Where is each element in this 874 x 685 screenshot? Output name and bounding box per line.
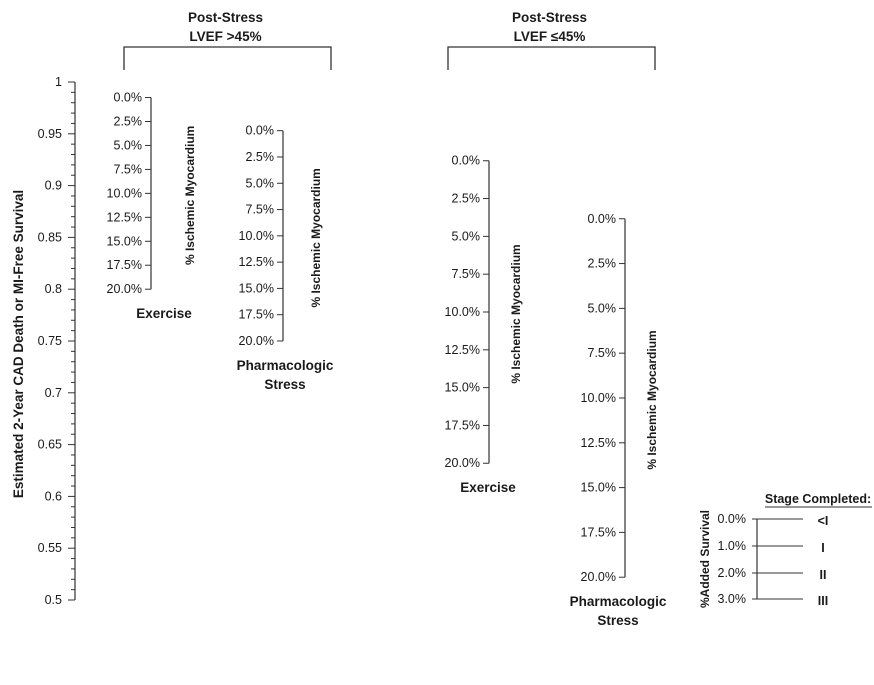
stage-name-label: II [820, 568, 827, 582]
ischemia-tick-label: 20.0% [445, 456, 480, 470]
survival-tick-label: 1 [55, 75, 62, 89]
survival-tick-label: 0.9 [45, 179, 62, 193]
scale-name-line2: Stress [264, 377, 305, 392]
ischemia-tick-label: 15.0% [581, 481, 616, 495]
ischemia-tick-label: 10.0% [239, 229, 274, 243]
survival-axis-title: Estimated 2-Year CAD Death or MI-Free Su… [11, 190, 26, 498]
ischemia-tick-label: 0.0% [114, 91, 143, 105]
ischemia-tick-label: 10.0% [445, 305, 480, 319]
ischemia-tick-label: 7.5% [588, 346, 617, 360]
ischemia-tick-label: 17.5% [107, 258, 142, 272]
scale-name: Exercise [136, 306, 192, 321]
group-title-line1: Post-Stress [512, 10, 587, 25]
scale-name: Pharmacologic [237, 358, 334, 373]
ischemia-tick-label: 12.5% [445, 343, 480, 357]
ischemia-tick-label: 2.5% [588, 257, 617, 271]
scale-name: Exercise [460, 480, 516, 495]
group-title-line2: LVEF >45% [189, 29, 261, 44]
ischemia-tick-label: 5.0% [588, 301, 617, 315]
ischemia-tick-label: 10.0% [581, 391, 616, 405]
ischemia-tick-label: 0.0% [452, 154, 481, 168]
ischemia-tick-label: 5.0% [114, 138, 143, 152]
ischemia-axis-title: % Ischemic Myocardium [183, 126, 197, 265]
ischemia-tick-label: 20.0% [107, 282, 142, 296]
survival-tick-label: 0.65 [38, 438, 62, 452]
group-title-line2: LVEF ≤45% [514, 29, 586, 44]
ischemia-tick-label: 12.5% [239, 255, 274, 269]
ischemia-tick-label: 17.5% [239, 308, 274, 322]
ischemia-tick-label: 5.0% [452, 229, 481, 243]
ischemia-tick-label: 15.0% [445, 381, 480, 395]
survival-tick-label: 0.8 [45, 282, 62, 296]
ischemia-tick-label: 12.5% [581, 436, 616, 450]
ischemia-tick-label: 7.5% [114, 162, 143, 176]
ischemia-axis-title: % Ischemic Myocardium [645, 330, 659, 469]
ischemia-axis-title: % Ischemic Myocardium [309, 168, 323, 307]
ischemia-tick-label: 7.5% [452, 267, 481, 281]
ischemia-tick-label: 2.5% [114, 114, 143, 128]
ischemia-tick-label: 10.0% [107, 186, 142, 200]
stage-value-label: 3.0% [718, 592, 747, 606]
survival-tick-label: 0.85 [38, 230, 62, 244]
group-bracket [447, 46, 656, 70]
ischemia-axis-title: % Ischemic Myocardium [509, 244, 523, 383]
stage-name-label: <I [818, 514, 829, 528]
stage-value-label: 0.0% [718, 512, 747, 526]
survival-tick-label: 0.7 [45, 386, 62, 400]
scale-name-line2: Stress [597, 613, 638, 628]
group-bracket [123, 46, 332, 70]
ischemia-tick-label: 20.0% [581, 570, 616, 584]
ischemia-tick-label: 15.0% [239, 281, 274, 295]
stage-name-label: I [821, 541, 824, 555]
ischemia-tick-label: 20.0% [239, 334, 274, 348]
ischemia-tick-label: 17.5% [445, 418, 480, 432]
ischemia-tick-label: 2.5% [452, 192, 481, 206]
ischemia-tick-label: 15.0% [107, 234, 142, 248]
ischemia-tick-label: 12.5% [107, 210, 142, 224]
ischemia-tick-label: 0.0% [246, 124, 275, 138]
ischemia-tick-label: 17.5% [581, 525, 616, 539]
survival-tick-label: 0.75 [38, 334, 62, 348]
survival-tick-label: 0.55 [38, 541, 62, 555]
stage-axis-title: %Added Survival [698, 510, 712, 608]
survival-tick-label: 0.6 [45, 489, 62, 503]
group-title-line1: Post-Stress [188, 10, 263, 25]
survival-tick-label: 0.95 [38, 127, 62, 141]
stage-value-label: 2.0% [718, 566, 747, 580]
ischemia-tick-label: 7.5% [246, 203, 275, 217]
stage-value-label: 1.0% [718, 539, 747, 553]
ischemia-tick-label: 2.5% [246, 150, 275, 164]
survival-tick-label: 0.5 [45, 593, 62, 607]
stage-name-label: III [818, 594, 828, 608]
scale-name: Pharmacologic [570, 594, 667, 609]
ischemia-tick-label: 0.0% [588, 212, 617, 226]
stage-header: Stage Completed: [765, 492, 871, 506]
ischemia-tick-label: 5.0% [246, 176, 275, 190]
